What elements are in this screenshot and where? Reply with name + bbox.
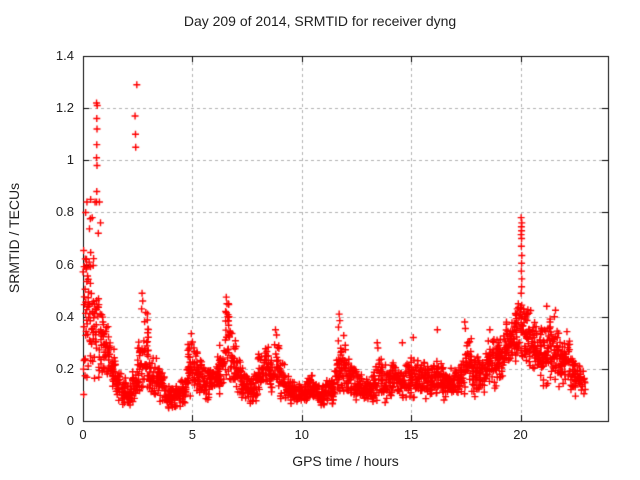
x-axis-title: GPS time / hours bbox=[292, 453, 399, 469]
x-tick-label-10: 10 bbox=[294, 427, 309, 442]
y-tick-label-1.4: 1.4 bbox=[55, 48, 74, 63]
y-tick-label-0.4: 0.4 bbox=[55, 308, 74, 324]
x-tick-label-20: 20 bbox=[513, 427, 528, 442]
y-tick-label-1: 1 bbox=[66, 152, 74, 168]
x-tick-label-0: 0 bbox=[79, 427, 87, 442]
y-tick-label-0: 0 bbox=[66, 413, 74, 428]
chart-title: Day 209 of 2014, SRMTID for receiver dyn… bbox=[183, 13, 457, 29]
y-tick-label-0.8: 0.8 bbox=[55, 204, 74, 220]
x-tick-label-15: 15 bbox=[403, 427, 419, 442]
y-tick-label-0.2: 0.2 bbox=[55, 360, 74, 376]
y-tick-label-0.6: 0.6 bbox=[55, 256, 74, 272]
y-tick-label-1.2: 1.2 bbox=[55, 100, 74, 116]
x-tick-label-5: 5 bbox=[188, 427, 196, 442]
